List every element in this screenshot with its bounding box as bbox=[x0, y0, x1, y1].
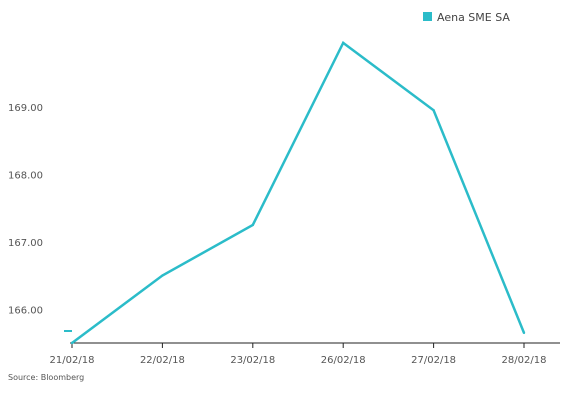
x-tick-label: 27/02/18 bbox=[411, 355, 456, 366]
data-point bbox=[161, 274, 164, 277]
series-group bbox=[64, 40, 526, 345]
x-tick-label: 28/02/18 bbox=[502, 355, 547, 366]
data-point bbox=[432, 109, 435, 112]
y-tick-label: 167.00 bbox=[8, 238, 43, 249]
x-tick-label: 26/02/18 bbox=[321, 355, 366, 366]
source-note: Source: Bloomberg bbox=[8, 373, 84, 382]
data-point bbox=[342, 41, 345, 45]
data-point bbox=[70, 341, 74, 345]
series-line-aena bbox=[71, 40, 526, 345]
x-tick-label: 21/02/18 bbox=[50, 355, 95, 366]
y-tick-label: 168.00 bbox=[8, 170, 43, 181]
y-tick-label: 166.00 bbox=[8, 305, 43, 316]
legend-label: Aena SME SA bbox=[437, 11, 510, 24]
legend: Aena SME SA bbox=[423, 11, 510, 24]
x-axis-ticks: 21/02/18 22/02/18 23/02/18 26/02/18 27/02/18… bbox=[50, 343, 547, 366]
legend-swatch bbox=[423, 12, 432, 21]
x-tick-label: 23/02/18 bbox=[230, 355, 275, 366]
data-point bbox=[522, 331, 526, 335]
x-tick-label: 22/02/18 bbox=[140, 355, 185, 366]
data-point bbox=[251, 223, 254, 227]
y-axis-ticks: 166.00 167.00 168.00 169.00 bbox=[8, 103, 43, 316]
y-tick-label: 169.00 bbox=[8, 103, 43, 114]
